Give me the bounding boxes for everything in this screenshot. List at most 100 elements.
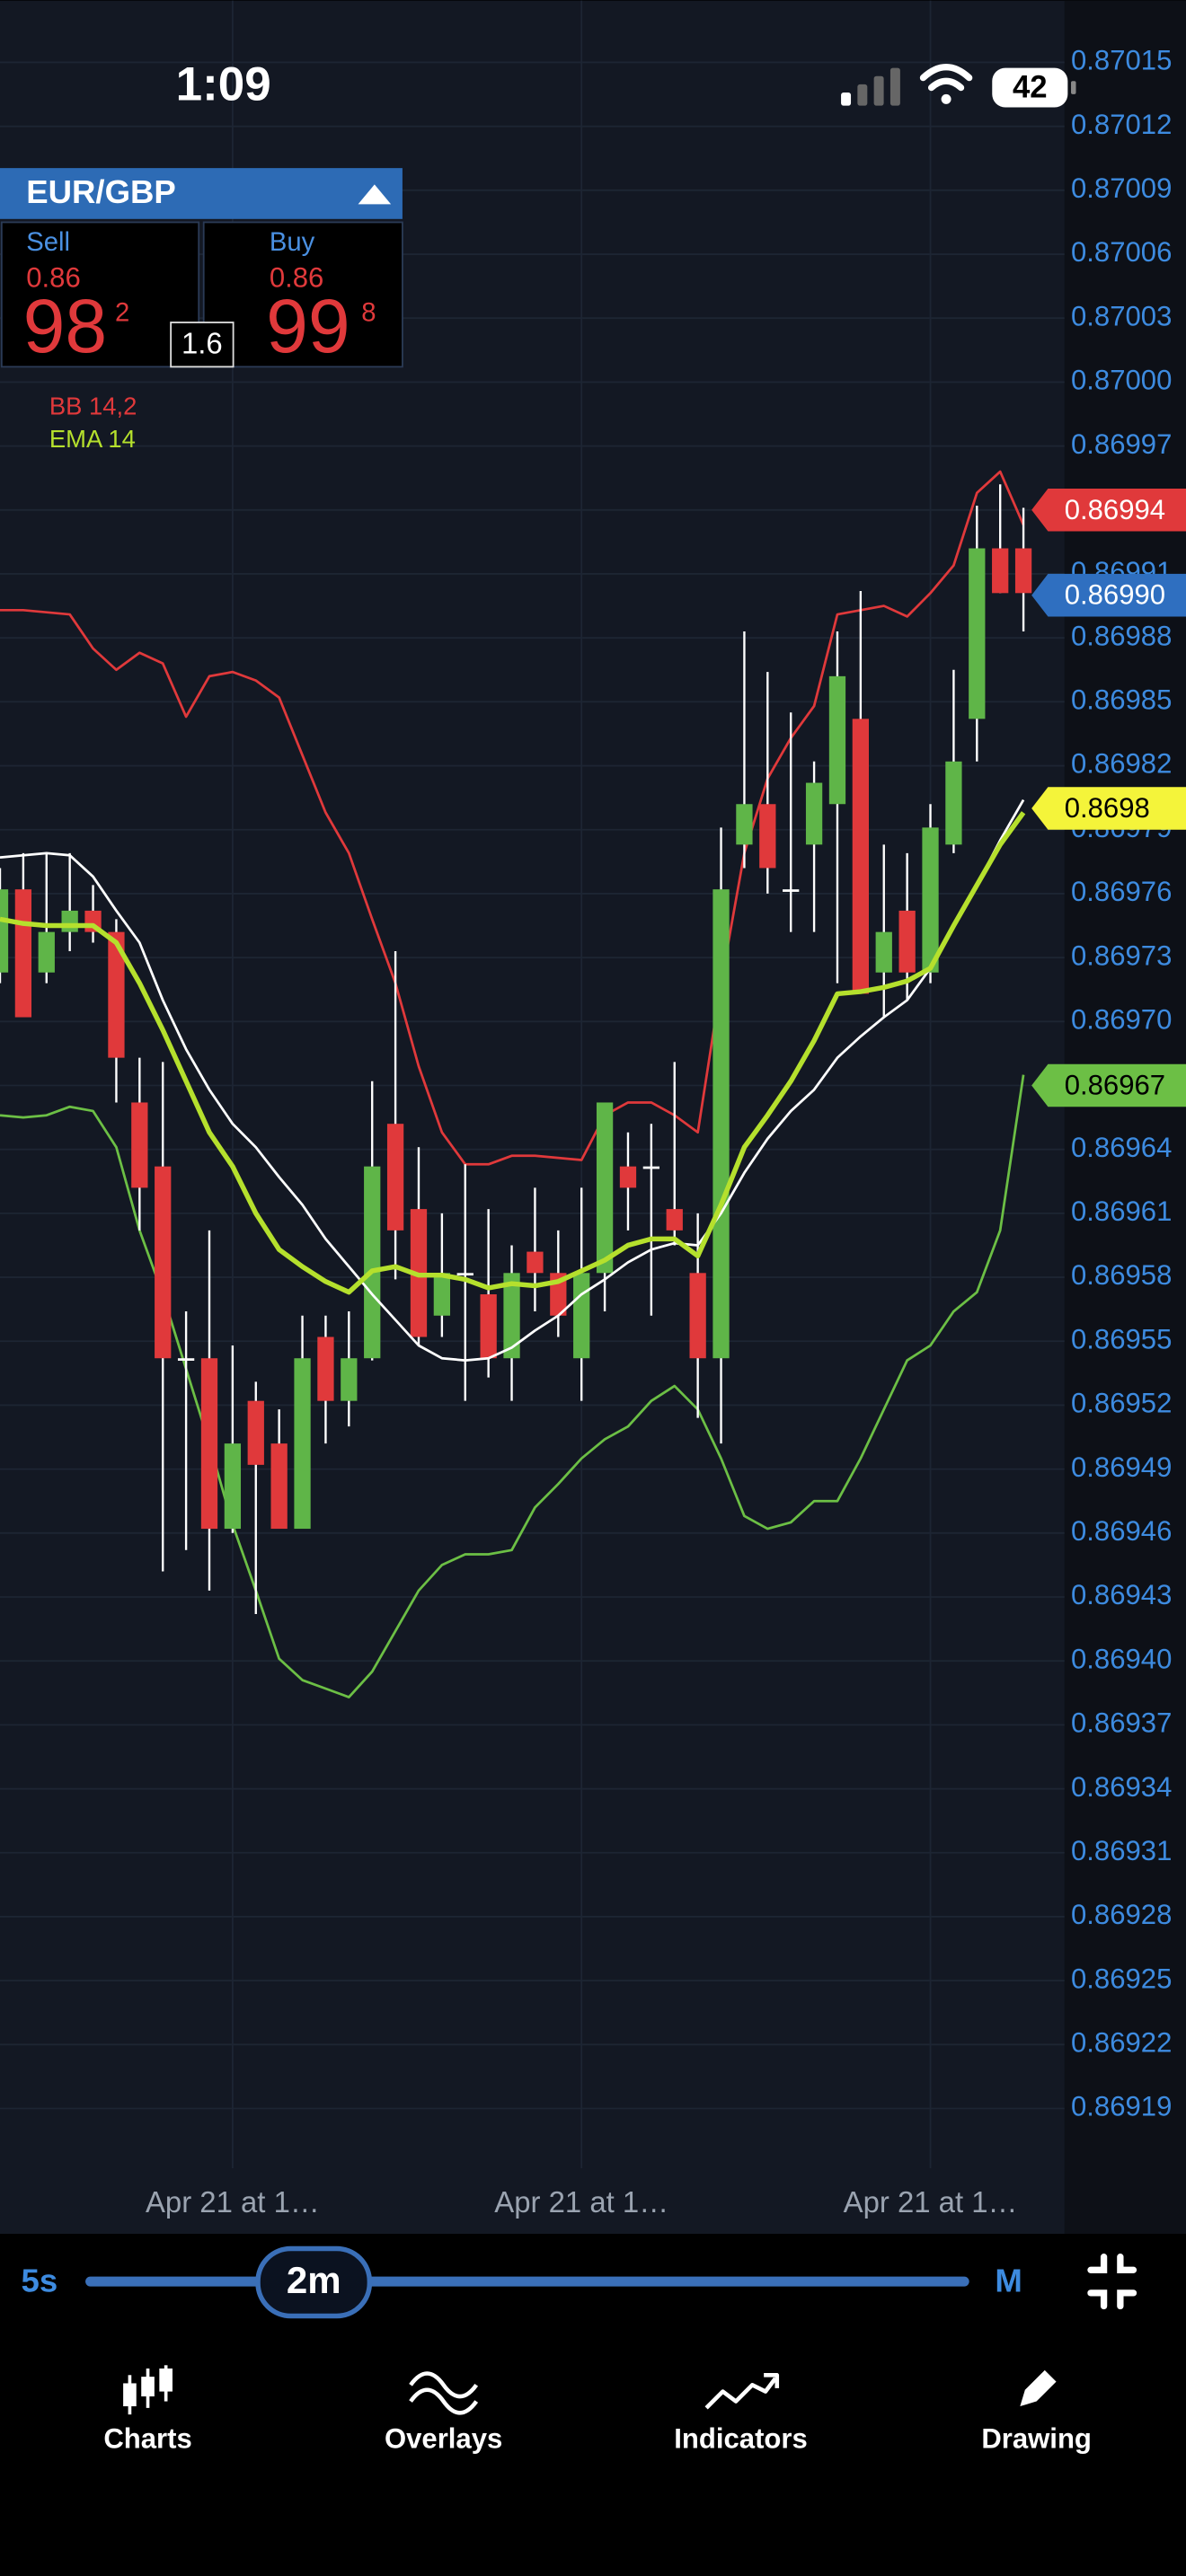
timeframe-min[interactable]: 5s	[22, 2263, 58, 2299]
timeframe-thumb[interactable]	[255, 2245, 373, 2319]
price-tag-label: 0.86990	[1065, 579, 1165, 611]
collapse-arrow[interactable]	[358, 184, 392, 205]
y-tick-label: 0.86988	[1071, 620, 1172, 651]
candle-body	[805, 782, 823, 845]
battery	[992, 67, 1068, 108]
y-tick-label: 0.86925	[1071, 1963, 1172, 1994]
candle-body	[294, 1358, 311, 1530]
clock: 1:09	[176, 58, 271, 111]
y-tick-label: 0.86973	[1071, 940, 1172, 971]
charts-icon[interactable]	[123, 2365, 173, 2415]
buy-big: 99	[266, 284, 350, 368]
y-tick-label: 0.86976	[1071, 876, 1172, 907]
ema-line	[0, 811, 1026, 1295]
y-tick-label: 0.87003	[1071, 300, 1172, 331]
y-tick-label: 0.86958	[1071, 1259, 1172, 1291]
instrument-header[interactable]	[0, 168, 403, 219]
tab-label[interactable]: Indicators	[674, 2423, 808, 2455]
candle-body	[1014, 548, 1032, 594]
candle-body	[689, 1273, 706, 1359]
bottom-background	[0, 2234, 1186, 2576]
candle-body	[828, 675, 846, 805]
instrument-symbol: EUR/GBP	[26, 173, 176, 210]
tab-label[interactable]: Overlays	[385, 2423, 502, 2455]
candle-body	[61, 910, 78, 932]
y-tick-label: 0.86934	[1071, 1771, 1172, 1803]
price-tag	[1031, 489, 1186, 532]
y-tick-label: 0.86961	[1071, 1195, 1172, 1227]
indicators-icon[interactable]	[704, 2373, 780, 2410]
battery-level: 42	[1013, 71, 1048, 105]
y-tick-label: 0.86997	[1071, 428, 1172, 460]
candle-body	[596, 1102, 614, 1274]
candle-body	[480, 1294, 497, 1359]
band-upper	[0, 470, 1025, 1166]
candle-body	[131, 1102, 148, 1188]
price-tag	[1031, 787, 1186, 830]
candle-body	[108, 931, 125, 1058]
candle-body	[317, 1337, 334, 1401]
candle-body	[945, 761, 962, 845]
tab-label[interactable]: Charts	[103, 2423, 191, 2455]
x-tick-label: Apr 21 at 1…	[494, 2185, 668, 2219]
y-tick-label: 0.86928	[1071, 1899, 1172, 1930]
plot-area	[0, 470, 1032, 1698]
overlays-icon[interactable]	[409, 2371, 479, 2415]
y-tick-label: 0.86955	[1071, 1323, 1172, 1354]
x-tick-label: Apr 21 at 1…	[844, 2185, 1018, 2219]
y-tick-label: 0.86964	[1071, 1132, 1172, 1163]
candle-body	[759, 804, 776, 869]
candle-body	[200, 1358, 218, 1530]
y-tick-label: 0.86952	[1071, 1388, 1172, 1419]
candle-body	[642, 1166, 660, 1169]
candle-body	[247, 1400, 264, 1465]
price-tags: 0.8698 0.86994 0.86990 0.86967	[1031, 489, 1186, 1107]
candle-body	[875, 931, 892, 973]
sell-label: Sell	[26, 228, 70, 257]
candle-body	[38, 931, 55, 973]
price-axis-panel	[1064, 0, 1186, 2235]
candle-body	[433, 1273, 451, 1316]
y-tick-label: 0.86919	[1071, 2091, 1172, 2122]
candle-body	[503, 1273, 520, 1359]
y-tick-label: 0.86970	[1071, 1003, 1172, 1035]
timeframe-max[interactable]: M	[995, 2263, 1022, 2299]
candle-body	[898, 910, 916, 973]
spread: 1.6	[181, 326, 223, 359]
candle-body	[619, 1166, 637, 1188]
candle-body	[270, 1443, 288, 1530]
candle-body	[364, 1166, 381, 1359]
y-tick-label: 0.87006	[1071, 236, 1172, 268]
sell-prefix: 0.86	[26, 262, 81, 294]
candle-body	[783, 889, 800, 892]
buy-box[interactable]	[202, 221, 403, 368]
chart-background	[0, 0, 1186, 2235]
candle-body	[177, 1358, 195, 1361]
collapse-icon[interactable]	[1087, 2254, 1137, 2310]
y-tick-label: 0.86931	[1071, 1835, 1172, 1866]
candle-body	[736, 804, 753, 845]
x-tick-label: Apr 21 at 1…	[146, 2185, 320, 2219]
y-tick-label: 0.86949	[1071, 1451, 1172, 1483]
sell-big: 98	[23, 284, 108, 368]
candle-body	[712, 889, 730, 1359]
drawing-icon[interactable]	[1020, 2369, 1057, 2407]
wifi-icon	[919, 64, 973, 104]
y-tick-label: 0.86982	[1071, 748, 1172, 780]
legend-entry: EMA 14	[49, 425, 136, 453]
sell-box[interactable]	[0, 221, 200, 368]
candle-body	[969, 548, 986, 719]
y-tick-label: 0.87015	[1071, 45, 1172, 76]
buy-prefix: 0.86	[270, 262, 323, 294]
timeframe-current: 2m	[287, 2259, 341, 2301]
legend-entry: BB 14,2	[49, 392, 137, 419]
candle-body	[386, 1124, 404, 1231]
sell-pip: 2	[115, 299, 129, 328]
price-tag-label: 0.86994	[1065, 494, 1165, 525]
candle-body	[922, 827, 939, 973]
candle-body	[992, 548, 1009, 594]
signal-icon	[841, 67, 900, 106]
candle-body	[14, 889, 32, 1018]
tab-label[interactable]: Drawing	[981, 2423, 1092, 2455]
y-tick-label: 0.86985	[1071, 684, 1172, 716]
